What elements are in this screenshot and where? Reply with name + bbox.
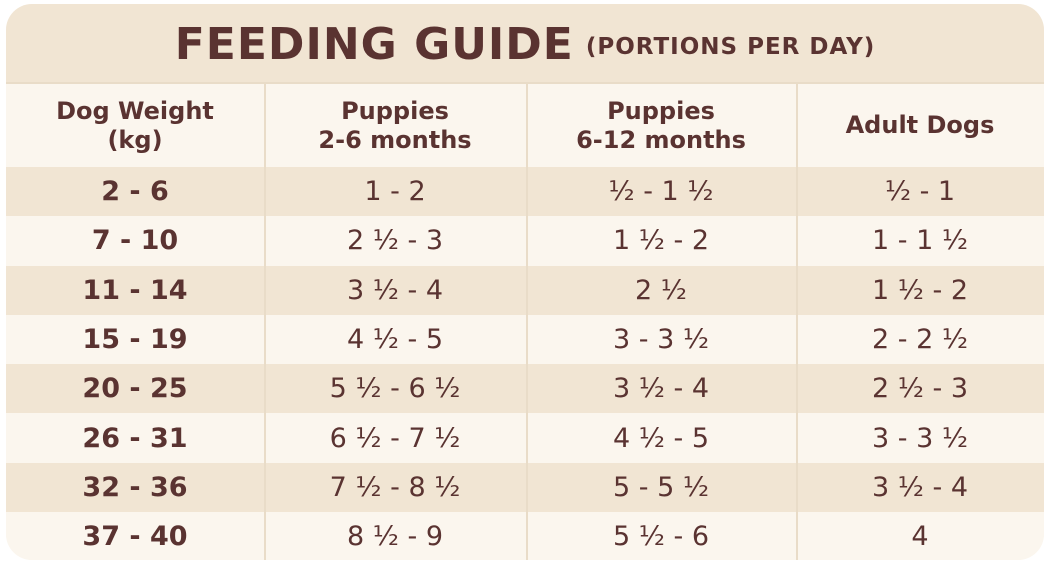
weight-cell: 2 - 6: [101, 176, 169, 208]
title-bar: FEEDING GUIDE (PORTIONS PER DAY): [6, 4, 1044, 82]
table-row: 20 - 25 5 ½ - 6 ½ 3 ½ - 4 2 ½ - 3: [6, 364, 1044, 414]
table-row: 11 - 14 3 ½ - 4 2 ½ 1 ½ - 2: [6, 265, 1044, 315]
puppies-2-6-cell: 4 ½ - 5: [346, 324, 444, 356]
puppies-2-6-cell: 3 ½ - 4: [346, 274, 444, 306]
header-adult-dogs: Adult Dogs: [845, 111, 995, 139]
weight-cell: 15 - 19: [82, 324, 188, 356]
adult-dogs-cell: 3 - 3 ½: [871, 422, 969, 454]
table-row: 15 - 19 4 ½ - 5 3 - 3 ½ 2 - 2 ½: [6, 314, 1044, 365]
puppies-2-6-cell: 5 ½ - 6 ½: [329, 373, 461, 405]
puppies-6-12-cell: 3 ½ - 4: [612, 373, 710, 405]
puppies-2-6-cell: 6 ½ - 7 ½: [329, 422, 461, 454]
weight-cell: 37 - 40: [82, 521, 188, 553]
puppies-6-12-cell: 4 ½ - 5: [612, 422, 710, 454]
weight-cell: 26 - 31: [82, 422, 188, 454]
column-divider: [796, 84, 798, 560]
page-subtitle: (PORTIONS PER DAY): [585, 33, 876, 60]
weight-cell: 32 - 36: [82, 471, 188, 503]
table-row: 37 - 40 8 ½ - 9 5 ½ - 6 4: [6, 512, 1044, 560]
table-row: 2 - 6 1 - 2 ½ - 1 ½ ½ - 1: [6, 167, 1044, 217]
table-row: 7 - 10 2 ½ - 3 1 ½ - 2 1 - 1 ½: [6, 216, 1044, 266]
adult-dogs-cell: ½ - 1: [884, 176, 956, 208]
adult-dogs-cell: 1 - 1 ½: [871, 225, 969, 257]
feeding-guide-card: FEEDING GUIDE (PORTIONS PER DAY) Dog Wei…: [6, 4, 1044, 560]
puppies-6-12-cell: 2 ½: [635, 274, 687, 306]
header-puppies-6-12: Puppies 6-12 months: [576, 96, 746, 154]
table-body: 2 - 6 1 - 2 ½ - 1 ½ ½ - 1 7 - 10 2 ½ - 3 1 ½ -…: [6, 167, 1044, 560]
puppies-6-12-cell: 1 ½ - 2: [612, 225, 710, 257]
header-puppies-2-6: Puppies 2-6 months: [318, 96, 472, 154]
adult-dogs-cell: 1 ½ - 2: [871, 274, 969, 306]
table-row: 26 - 31 6 ½ - 7 ½ 4 ½ - 5 3 - 3 ½: [6, 413, 1044, 463]
adult-dogs-cell: 3 ½ - 4: [871, 471, 969, 503]
weight-cell: 11 - 14: [82, 274, 188, 306]
weight-cell: 20 - 25: [82, 373, 188, 405]
adult-dogs-cell: 2 - 2 ½: [871, 324, 969, 356]
header-divider: [6, 82, 1044, 84]
weight-cell: 7 - 10: [91, 225, 179, 257]
column-divider: [526, 84, 528, 560]
puppies-2-6-cell: 2 ½ - 3: [346, 225, 444, 257]
table-row: 32 - 36 7 ½ - 8 ½ 5 - 5 ½ 3 ½ - 4: [6, 462, 1044, 513]
table-header-row: Dog Weight (kg) Puppies 2-6 months Puppi…: [6, 84, 1044, 167]
adult-dogs-cell: 4: [911, 521, 929, 553]
puppies-2-6-cell: 7 ½ - 8 ½: [329, 471, 461, 503]
adult-dogs-cell: 2 ½ - 3: [871, 373, 969, 405]
column-divider: [264, 84, 266, 560]
puppies-2-6-cell: 1 - 2: [364, 176, 426, 208]
page-title: FEEDING GUIDE: [174, 19, 574, 70]
puppies-6-12-cell: 3 - 3 ½: [612, 324, 710, 356]
puppies-6-12-cell: 5 - 5 ½: [612, 471, 710, 503]
puppies-2-6-cell: 8 ½ - 9: [346, 521, 444, 553]
header-dog-weight: Dog Weight (kg): [56, 96, 214, 154]
puppies-6-12-cell: ½ - 1 ½: [608, 176, 714, 208]
puppies-6-12-cell: 5 ½ - 6: [612, 521, 710, 553]
